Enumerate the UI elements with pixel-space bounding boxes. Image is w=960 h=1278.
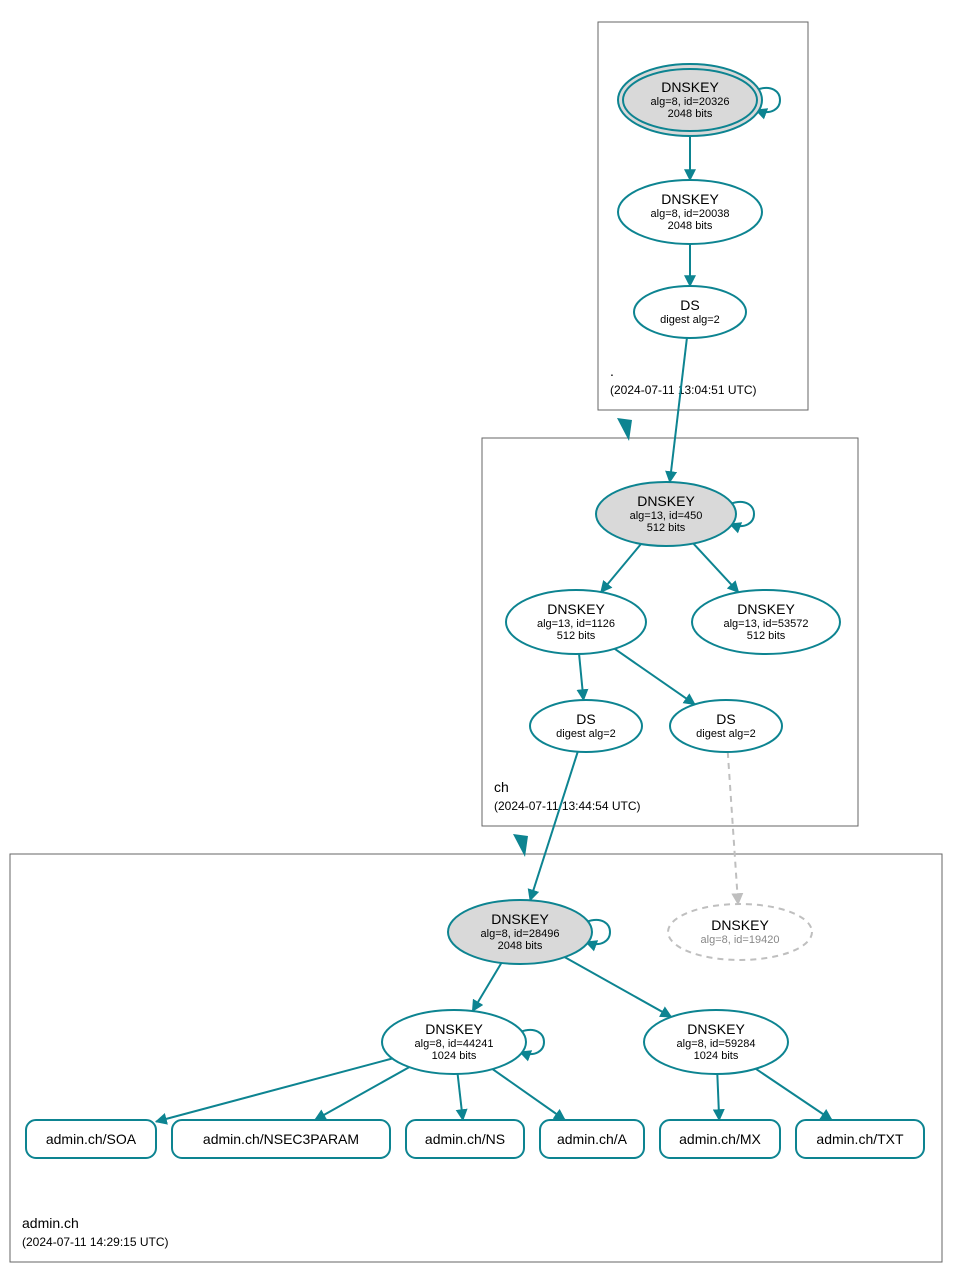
node-title: admin.ch/A [557, 1131, 628, 1147]
node-line2: alg=8, id=44241 [415, 1038, 494, 1050]
edge-ac-zsk2-rr-txt [756, 1069, 832, 1120]
node-line2: digest alg=2 [696, 728, 756, 740]
node-title: DNSKEY [637, 493, 695, 509]
node-title: admin.ch/SOA [46, 1131, 137, 1147]
edge-ac-ksk-ac-zsk2 [565, 957, 672, 1017]
node-title: DNSKEY [737, 601, 795, 617]
node-line3: 512 bits [747, 630, 786, 642]
node-title: admin.ch/MX [679, 1131, 761, 1147]
node-line3: 512 bits [647, 522, 686, 534]
node-ch-ds1: DSdigest alg=2 [530, 700, 642, 752]
edge-ac-zsk2-rr-mx [717, 1074, 719, 1120]
node-root-ds: DSdigest alg=2 [634, 286, 746, 338]
node-line3: 2048 bits [668, 220, 713, 232]
node-line3: 1024 bits [432, 1050, 477, 1062]
edge-ch-ksk-ch-zsk1 [601, 544, 641, 592]
node-title: DNSKEY [425, 1021, 483, 1037]
node-ac-ksk: DNSKEYalg=8, id=284962048 bits [448, 900, 592, 964]
node-line2: alg=8, id=20326 [651, 96, 730, 108]
zone-timestamp: (2024-07-11 13:04:51 UTC) [610, 383, 757, 397]
node-ch-zsk1: DNSKEYalg=13, id=1126512 bits [506, 590, 646, 654]
node-title: DS [680, 297, 699, 313]
node-title: DNSKEY [547, 601, 605, 617]
node-line2: alg=13, id=1126 [537, 618, 615, 630]
node-ch-ksk: DNSKEYalg=13, id=450512 bits [596, 482, 736, 546]
node-title: admin.ch/NSEC3PARAM [203, 1131, 359, 1147]
node-title: DNSKEY [661, 191, 719, 207]
node-title: DNSKEY [711, 917, 769, 933]
node-line3: 2048 bits [498, 940, 543, 952]
node-title: DS [576, 711, 595, 727]
node-line3: 512 bits [557, 630, 596, 642]
node-line2: alg=8, id=59284 [677, 1038, 756, 1050]
node-title: DNSKEY [661, 79, 719, 95]
nodes-layer: DNSKEYalg=8, id=203262048 bitsDNSKEYalg=… [26, 64, 924, 1158]
node-title: DNSKEY [687, 1021, 745, 1037]
node-line3: 1024 bits [694, 1050, 739, 1062]
node-line2: alg=8, id=28496 [481, 928, 560, 940]
edge-ch-ds2-ac-ghost [728, 752, 738, 904]
zone-label: admin.ch [22, 1215, 79, 1231]
edge-ac-zsk1-rr-ns [458, 1074, 463, 1120]
node-line2: alg=13, id=53572 [723, 618, 808, 630]
zone-label: ch [494, 779, 509, 795]
node-line3: 2048 bits [668, 108, 713, 120]
node-ac-ghost: DNSKEYalg=8, id=19420 [668, 904, 812, 960]
node-line2: alg=13, id=450 [630, 510, 703, 522]
edge-ac-zsk1-rr-soa [156, 1058, 392, 1121]
node-line2: digest alg=2 [660, 314, 720, 326]
node-root-ksk: DNSKEYalg=8, id=203262048 bits [618, 64, 762, 136]
zone-timestamp: (2024-07-11 13:44:54 UTC) [494, 799, 641, 813]
node-rr-nsec3: admin.ch/NSEC3PARAM [172, 1120, 390, 1158]
node-root-zsk: DNSKEYalg=8, id=200382048 bits [618, 180, 762, 244]
node-ch-ds2: DSdigest alg=2 [670, 700, 782, 752]
zone-label: . [610, 363, 614, 379]
node-title: DNSKEY [491, 911, 549, 927]
edge-ch-ksk-ch-zsk2 [693, 543, 738, 592]
node-rr-mx: admin.ch/MX [660, 1120, 780, 1158]
edge-ac-ksk-ac-zsk1 [473, 963, 502, 1011]
edge-ch-zsk1-ch-ds2 [615, 649, 695, 705]
edge-ac-zsk1-rr-a [492, 1069, 564, 1120]
zone-timestamp: (2024-07-11 14:29:15 UTC) [22, 1235, 169, 1249]
node-title: DS [716, 711, 735, 727]
node-ch-zsk2: DNSKEYalg=13, id=53572512 bits [692, 590, 840, 654]
node-line2: digest alg=2 [556, 728, 616, 740]
node-title: admin.ch/NS [425, 1131, 505, 1147]
node-line2: alg=8, id=20038 [651, 208, 730, 220]
node-rr-ns: admin.ch/NS [406, 1120, 524, 1158]
node-ac-zsk2: DNSKEYalg=8, id=592841024 bits [644, 1010, 788, 1074]
node-rr-txt: admin.ch/TXT [796, 1120, 924, 1158]
node-rr-a: admin.ch/A [540, 1120, 644, 1158]
node-line2: alg=8, id=19420 [701, 934, 780, 946]
edge-ch-zsk1-ch-ds1 [579, 654, 583, 700]
node-rr-soa: admin.ch/SOA [26, 1120, 156, 1158]
node-ac-zsk1: DNSKEYalg=8, id=442411024 bits [382, 1010, 526, 1074]
node-title: admin.ch/TXT [816, 1131, 904, 1147]
